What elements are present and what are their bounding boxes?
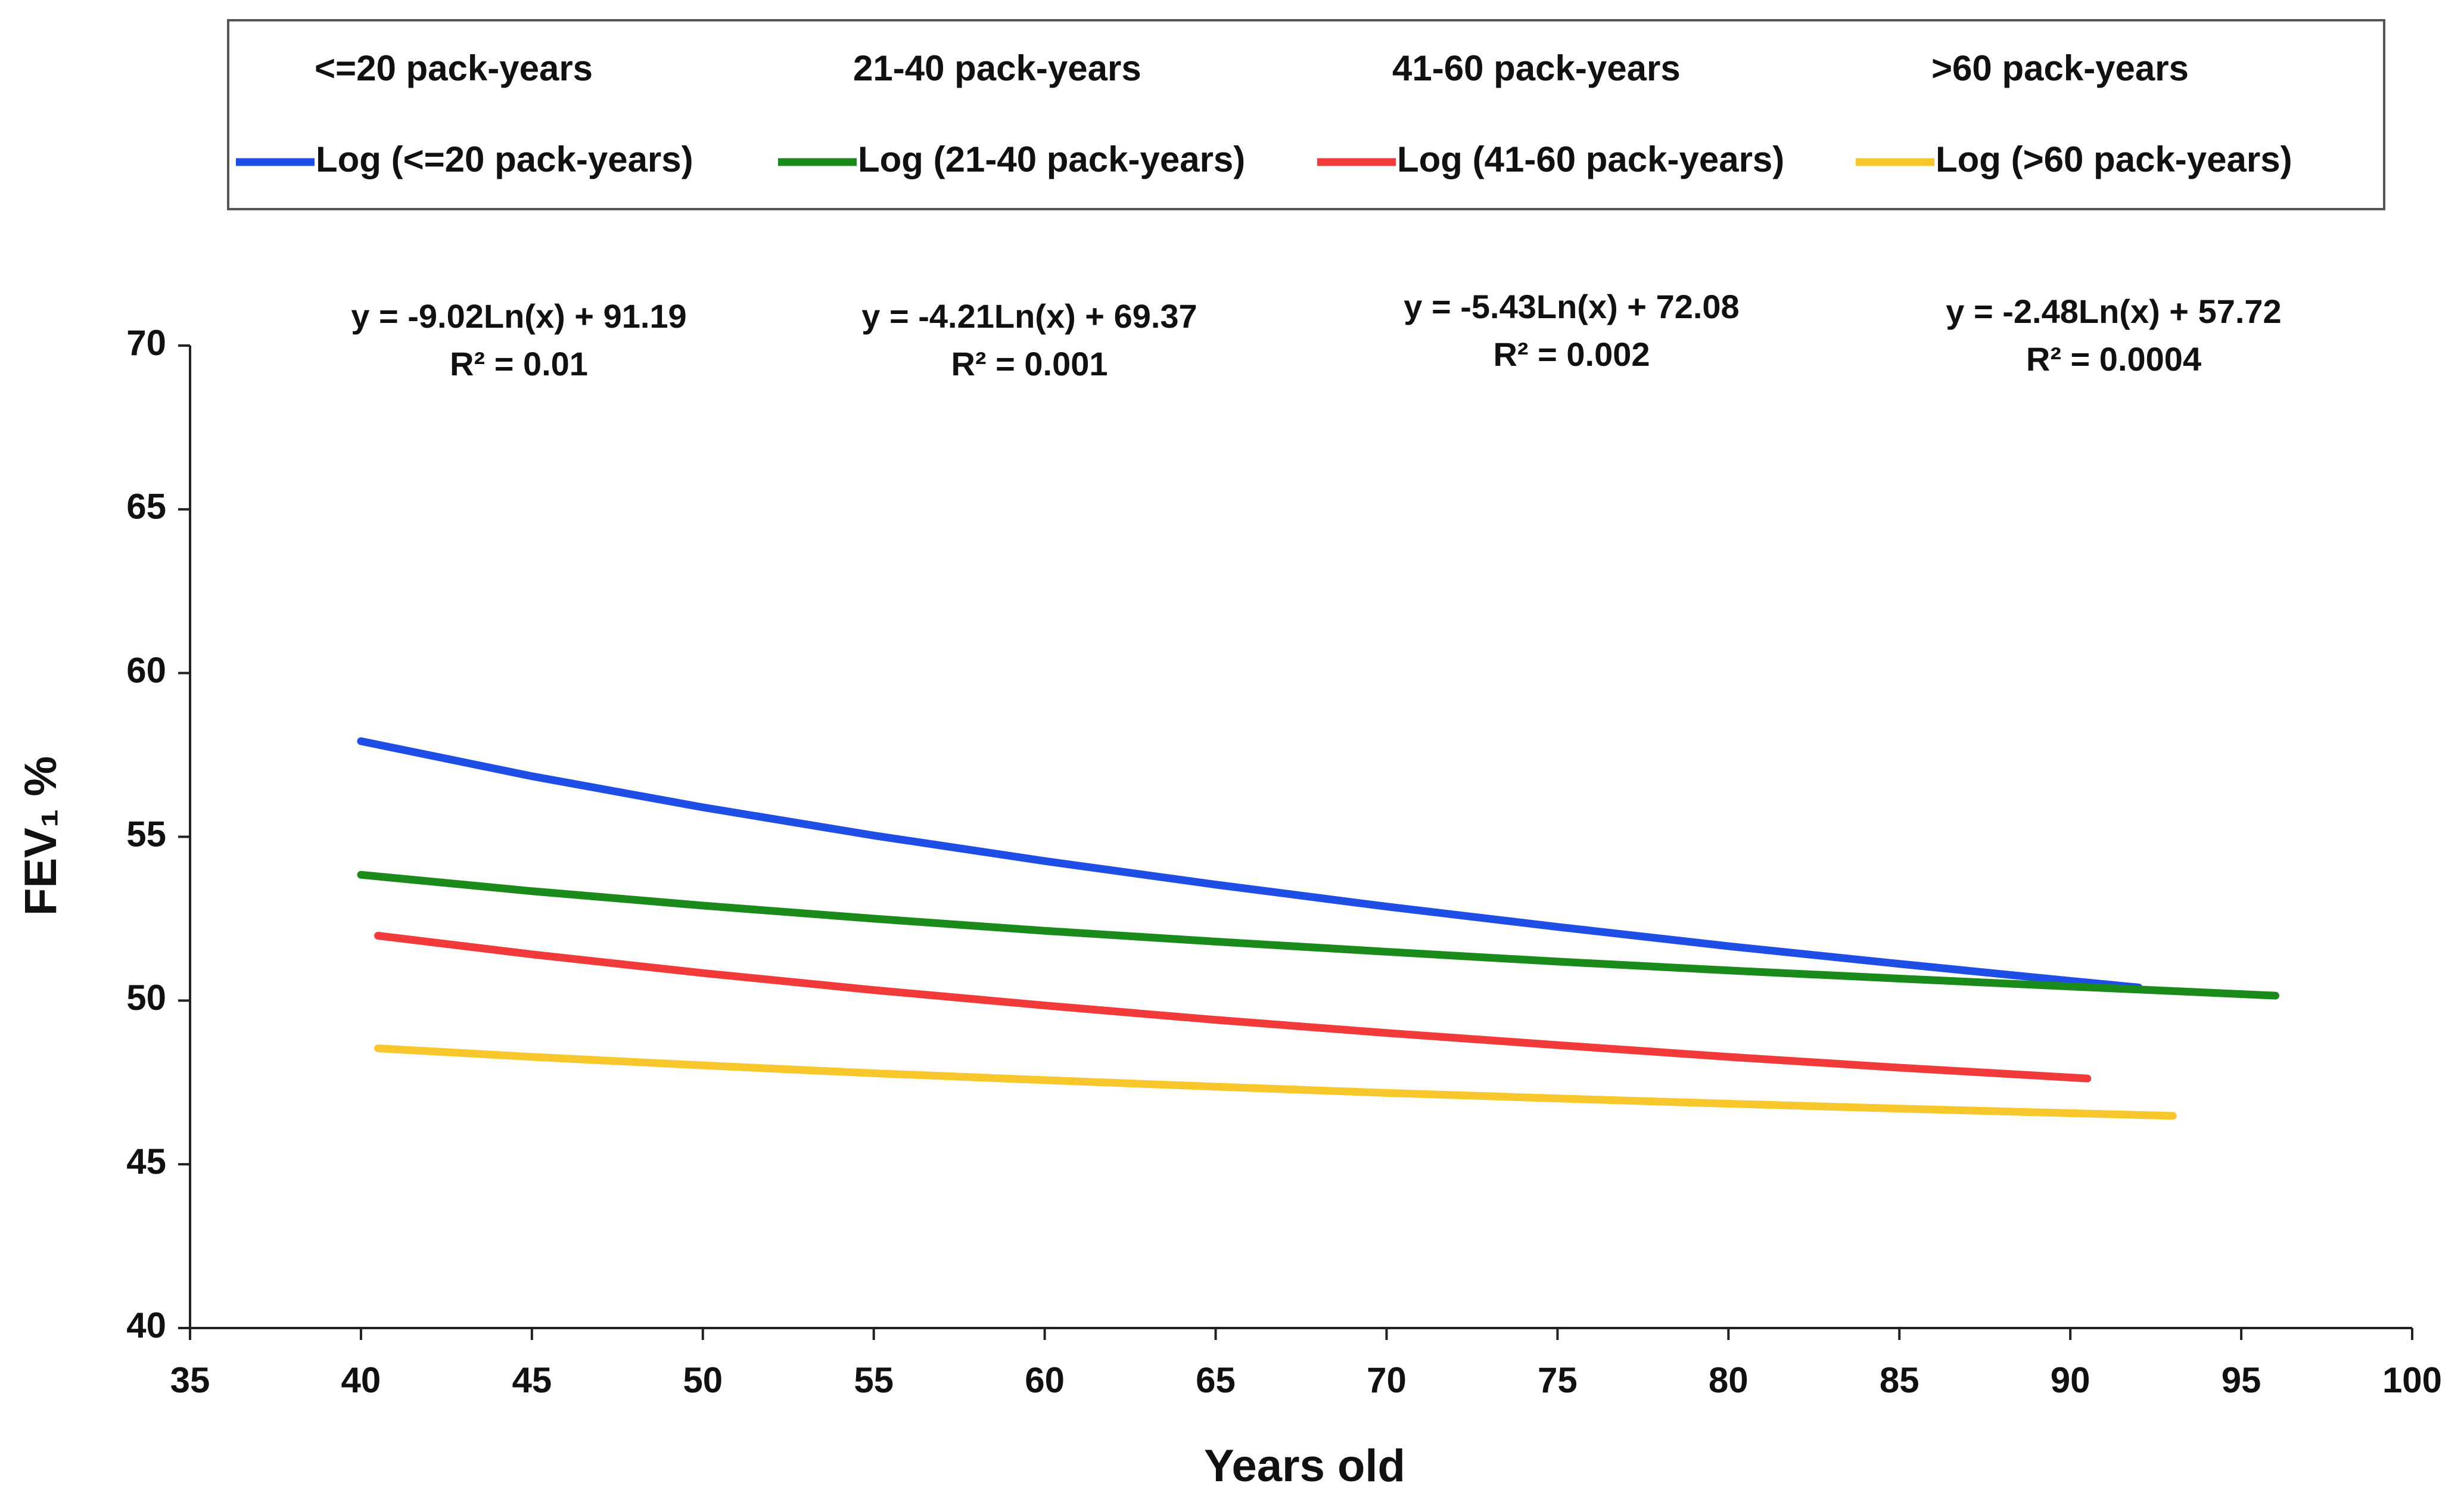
legend-label: Log (41-60 pack-years) (1397, 139, 1784, 179)
legend-label: 41-60 pack-years (1392, 48, 1681, 88)
y-axis-title: FEV₁ % (15, 756, 66, 916)
y-tick-label: 65 (126, 487, 166, 527)
y-tick-label: 50 (126, 978, 166, 1018)
x-tick-label: 55 (854, 1360, 894, 1400)
y-tick-label: 60 (126, 651, 166, 691)
x-tick-label: 80 (1709, 1360, 1749, 1400)
trend-line (374, 932, 2092, 1083)
x-tick-label: 40 (341, 1360, 381, 1400)
trend-equation: y = -9.02Ln(x) + 91.19 (351, 297, 686, 335)
x-tick-label: 95 (2222, 1360, 2261, 1400)
y-tick-label: 55 (126, 814, 166, 854)
legend-label: Log (<=20 pack-years) (316, 139, 693, 179)
x-tick-label: 75 (1538, 1360, 1578, 1400)
x-tick-label: 60 (1025, 1360, 1065, 1400)
legend-label: Log (21-40 pack-years) (858, 139, 1245, 179)
trend-r-squared: R² = 0.0004 (2026, 340, 2201, 378)
x-tick-label: 45 (512, 1360, 552, 1400)
x-tick-label: 65 (1196, 1360, 1236, 1400)
x-tick-label: 90 (2051, 1360, 2090, 1400)
x-tick-label: 100 (2382, 1360, 2442, 1400)
trend-equation: y = -4.21Ln(x) + 69.37 (861, 297, 1197, 335)
y-tick-label: 45 (126, 1142, 166, 1181)
trend-line (357, 737, 2143, 991)
trend-line (357, 870, 2279, 1000)
legend-label: Log (>60 pack-years) (1936, 139, 2292, 179)
y-tick-label: 70 (126, 323, 166, 363)
x-tick-label: 70 (1367, 1360, 1407, 1400)
trend-r-squared: R² = 0.01 (450, 345, 588, 383)
legend-label: 21-40 pack-years (853, 48, 1141, 88)
trend-r-squared: R² = 0.001 (951, 345, 1107, 383)
legend-label: >60 pack-years (1931, 48, 2189, 88)
x-tick-label: 85 (1880, 1360, 1919, 1400)
trend-equation: y = -2.48Ln(x) + 57.72 (1946, 293, 2281, 330)
x-tick-label: 35 (170, 1360, 210, 1400)
trend-r-squared: R² = 0.002 (1493, 335, 1650, 373)
y-tick-label: 40 (126, 1305, 166, 1345)
trend-equation: y = -5.43Ln(x) + 72.08 (1404, 288, 1739, 325)
x-tick-label: 50 (683, 1360, 723, 1400)
legend-box (227, 19, 2385, 210)
trend-line (374, 1044, 2177, 1120)
legend-label: <=20 pack-years (315, 48, 593, 88)
x-axis-title: Years old (1204, 1441, 1405, 1491)
